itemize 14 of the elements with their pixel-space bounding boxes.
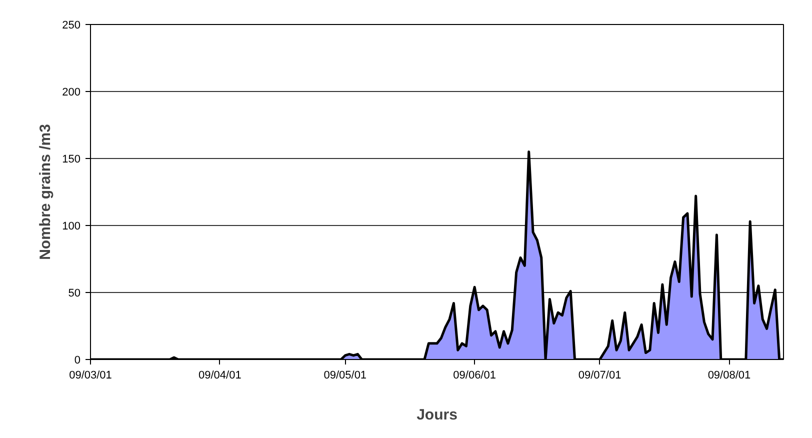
- y-tick-label: 0: [74, 354, 81, 366]
- x-tick-label: 09/07/01: [578, 370, 622, 382]
- x-tick-label: 09/08/01: [708, 370, 751, 382]
- x-tick-label: 09/05/01: [324, 370, 367, 382]
- y-tick-label: 150: [62, 154, 81, 166]
- y-tick-label: 100: [62, 220, 81, 232]
- x-tick-label: 09/03/01: [69, 370, 112, 382]
- x-tick-label: 09/06/01: [453, 370, 496, 382]
- y-axis-title: Nombre grains /m3: [37, 124, 54, 260]
- x-tick-label: 09/04/01: [198, 370, 242, 382]
- y-tick-label: 50: [68, 288, 81, 300]
- x-axis-title: Jours: [416, 406, 458, 424]
- y-tick-label: 250: [62, 20, 81, 32]
- y-tick-label: 200: [62, 86, 81, 98]
